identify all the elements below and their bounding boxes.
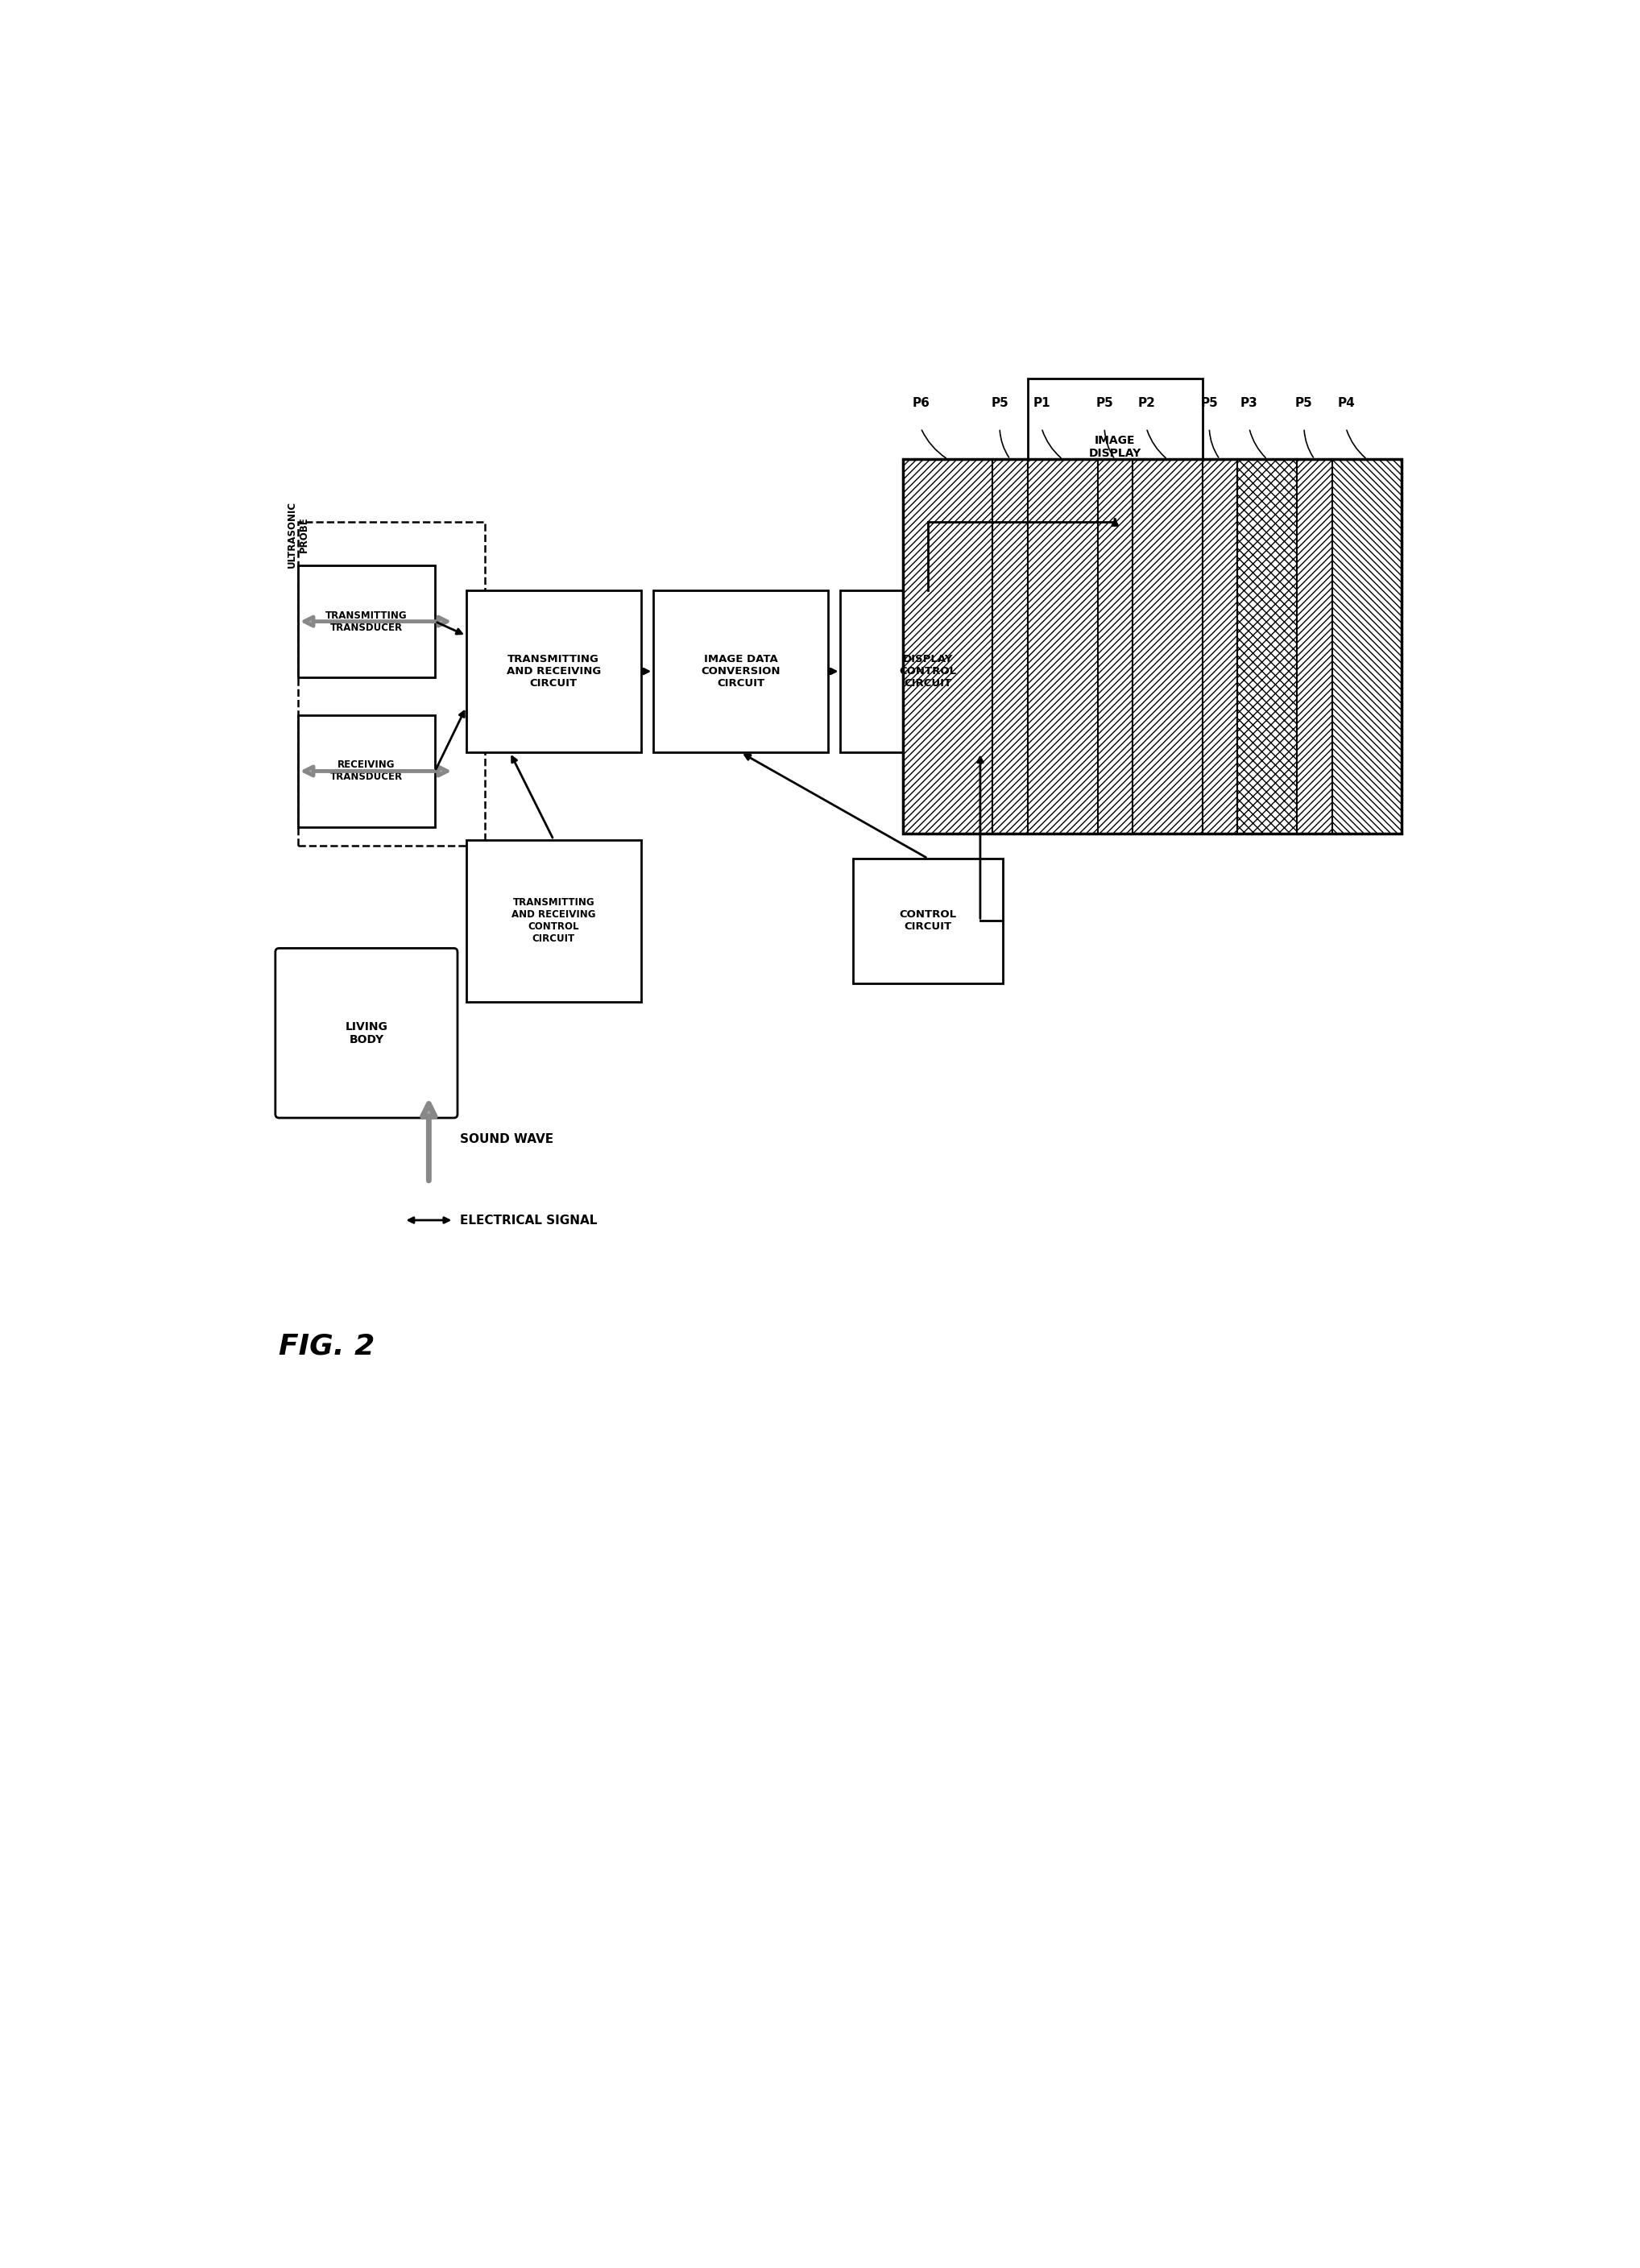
Text: P5: P5: [1200, 397, 1219, 411]
Text: P5: P5: [1096, 397, 1114, 411]
Text: P3: P3: [1240, 397, 1258, 411]
Bar: [1332, 458, 1402, 835]
Bar: [298, 565, 435, 678]
Bar: [1028, 379, 1202, 515]
Bar: [1028, 458, 1097, 835]
Text: FIG. 2: FIG. 2: [279, 1334, 376, 1361]
Text: SOUND WAVE: SOUND WAVE: [459, 1134, 554, 1145]
Bar: [298, 522, 485, 846]
Bar: [1097, 458, 1133, 835]
Bar: [1202, 458, 1237, 835]
Bar: [653, 590, 828, 753]
Text: TRANSMITTING
AND RECEIVING
CIRCUIT: TRANSMITTING AND RECEIVING CIRCUIT: [507, 653, 600, 689]
Bar: [1297, 458, 1332, 835]
Bar: [853, 860, 1002, 984]
Bar: [1133, 458, 1202, 835]
Bar: [466, 590, 641, 753]
Text: IMAGE
DISPLAY: IMAGE DISPLAY: [1089, 435, 1141, 458]
Text: P5: P5: [1296, 397, 1314, 411]
Bar: [904, 458, 992, 835]
Bar: [466, 839, 641, 1002]
Text: ULTRASONIC
PROBE: ULTRASONIC PROBE: [287, 501, 308, 567]
Text: RECEIVING
TRANSDUCER: RECEIVING TRANSDUCER: [330, 760, 403, 782]
Bar: [992, 458, 1028, 835]
Bar: [904, 458, 1402, 835]
Text: P2: P2: [1138, 397, 1155, 411]
Text: P4: P4: [1337, 397, 1355, 411]
Text: CONTROL
CIRCUIT: CONTROL CIRCUIT: [899, 909, 956, 932]
Text: TRANSMITTING
AND RECEIVING
CONTROL
CIRCUIT: TRANSMITTING AND RECEIVING CONTROL CIRCU…: [512, 898, 595, 943]
Text: P5: P5: [991, 397, 1009, 411]
Text: IMAGE DATA
CONVERSION
CIRCUIT: IMAGE DATA CONVERSION CIRCUIT: [700, 653, 781, 689]
Bar: [840, 590, 1015, 753]
Text: LIVING
BODY: LIVING BODY: [344, 1021, 387, 1046]
Text: P6: P6: [912, 397, 930, 411]
Text: TRANSMITTING
TRANSDUCER: TRANSMITTING TRANSDUCER: [325, 610, 407, 633]
Text: ELECTRICAL SIGNAL: ELECTRICAL SIGNAL: [459, 1213, 597, 1227]
Text: P1: P1: [1033, 397, 1050, 411]
Bar: [1237, 458, 1297, 835]
FancyBboxPatch shape: [276, 948, 458, 1118]
Bar: [298, 714, 435, 828]
Text: DISPLAY
CONTROL
CIRCUIT: DISPLAY CONTROL CIRCUIT: [899, 653, 956, 689]
